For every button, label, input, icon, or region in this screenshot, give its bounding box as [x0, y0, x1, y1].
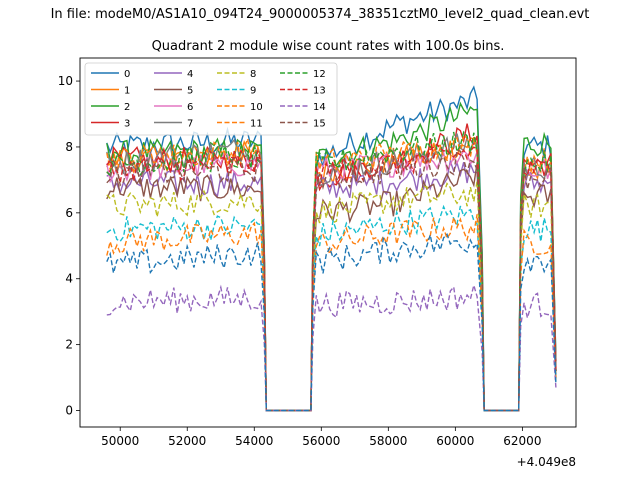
x-tick-label: 62000 [503, 434, 541, 448]
x-tick-label: 56000 [302, 434, 340, 448]
legend-label: 15 [313, 119, 326, 130]
series-line-extra [106, 232, 557, 412]
x-tick-label: 54000 [235, 434, 273, 448]
legend-label: 2 [124, 102, 130, 113]
legend-label: 12 [313, 69, 326, 80]
legend-label: 5 [187, 86, 193, 97]
x-tick-label: 60000 [436, 434, 474, 448]
legend-label: 9 [250, 86, 256, 97]
y-tick-label: 8 [65, 140, 73, 154]
axes-frame [79, 57, 577, 428]
y-tick-label: 4 [65, 272, 73, 286]
series-line-2 [106, 101, 557, 412]
series-line-8 [106, 180, 557, 412]
legend-label: 14 [313, 102, 326, 113]
legend-label: 6 [187, 102, 193, 113]
series-line-5 [106, 162, 557, 412]
x-axis-offset-label: +4.049e8 [517, 455, 576, 469]
y-tick-label: 6 [65, 206, 73, 220]
series-line-11 [106, 134, 557, 412]
series-line-12 [106, 130, 557, 412]
x-tick-label: 52000 [168, 434, 206, 448]
legend-label: 1 [124, 86, 130, 97]
legend-label: 13 [313, 86, 326, 97]
legend-label: 7 [187, 119, 193, 130]
figure-suptitle: In file: modeM0/AS1A10_094T24_9000005374… [51, 7, 590, 22]
x-axis: 50000 52000 54000 56000 58000 60000 62000 [101, 427, 541, 448]
x-tick-label: 58000 [369, 434, 407, 448]
series-line-9 [106, 204, 557, 412]
series-line-15 [106, 148, 557, 412]
legend-label: 3 [124, 119, 130, 130]
y-axis: 0 2 4 6 8 10 [58, 74, 80, 418]
legend-label: 0 [124, 69, 130, 80]
series-line-14 [106, 282, 557, 412]
series-line-4 [106, 158, 557, 412]
legend-label: 8 [250, 69, 256, 80]
y-tick-label: 2 [65, 338, 73, 352]
legend-label: 11 [250, 119, 263, 130]
chart-title: Quadrant 2 module wise count rates with … [152, 39, 505, 54]
y-tick-label: 10 [58, 74, 73, 88]
x-tick-label: 50000 [101, 434, 139, 448]
series-line-10 [106, 214, 557, 412]
legend-label: 4 [187, 69, 193, 80]
legend-box [84, 62, 338, 136]
series-layer [106, 85, 557, 412]
y-tick-label: 0 [65, 404, 73, 418]
legend-label: 10 [250, 102, 263, 113]
